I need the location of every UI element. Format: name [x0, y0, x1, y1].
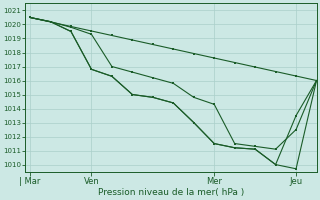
X-axis label: Pression niveau de la mer( hPa ): Pression niveau de la mer( hPa ) [98, 188, 244, 197]
